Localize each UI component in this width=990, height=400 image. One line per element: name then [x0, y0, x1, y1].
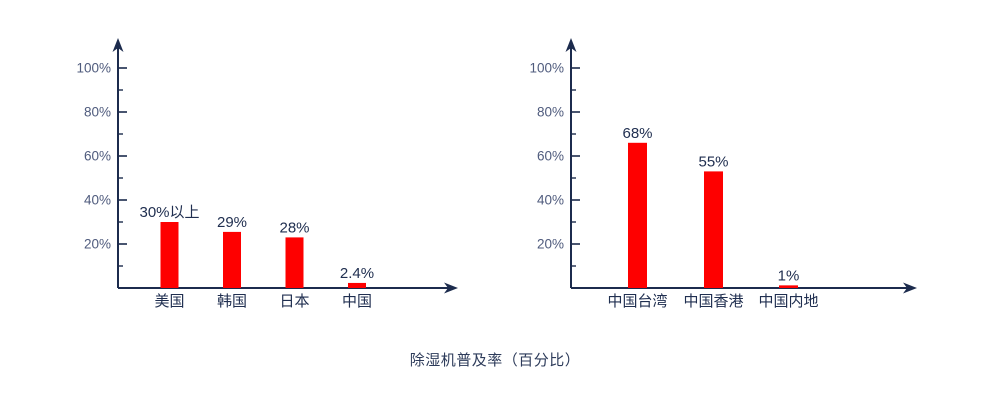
x-category-label: 中国内地: [758, 293, 818, 310]
bar-value-label: 30%以上: [139, 204, 199, 221]
y-axis-arrow-icon: [112, 38, 124, 52]
y-tick-label: 60%: [537, 149, 564, 164]
x-category-label: 中国: [342, 293, 372, 310]
bar: [779, 285, 798, 288]
x-category-label: 美国: [154, 293, 184, 310]
bar: [223, 231, 241, 288]
x-category-label: 中国香港: [683, 293, 743, 310]
x-category-label: 中国台湾: [607, 293, 667, 310]
bar: [285, 237, 304, 288]
y-tick-label: 40%: [537, 193, 564, 208]
x-axis-arrow-icon: [903, 282, 917, 294]
bar-value-label: 29%: [217, 214, 247, 231]
bar: [628, 142, 647, 288]
y-tick-label: 40%: [84, 193, 111, 208]
bar: [704, 171, 723, 288]
y-axis-arrow-icon: [565, 38, 577, 52]
bar: [348, 282, 366, 288]
y-tick-label: 20%: [84, 237, 111, 252]
x-category-label: 韩国: [217, 293, 247, 310]
bar-value-label: 55%: [698, 153, 728, 170]
y-tick-label: 80%: [537, 105, 564, 120]
y-tick-label: 20%: [537, 237, 564, 252]
x-axis-arrow-icon: [444, 282, 458, 294]
y-tick-label: 100%: [529, 61, 564, 76]
y-tick-label: 80%: [84, 105, 111, 120]
bar: [160, 222, 179, 288]
bar-value-label: 28%: [279, 219, 309, 236]
bar-value-label: 68%: [622, 125, 652, 142]
y-tick-label: 60%: [84, 149, 111, 164]
figure-caption: 除湿机普及率（百分比）: [409, 352, 581, 369]
bar-value-label: 1%: [778, 267, 800, 284]
bar-value-label: 2.4%: [340, 265, 374, 282]
x-category-label: 日本: [279, 293, 309, 310]
y-tick-label: 100%: [76, 61, 111, 76]
